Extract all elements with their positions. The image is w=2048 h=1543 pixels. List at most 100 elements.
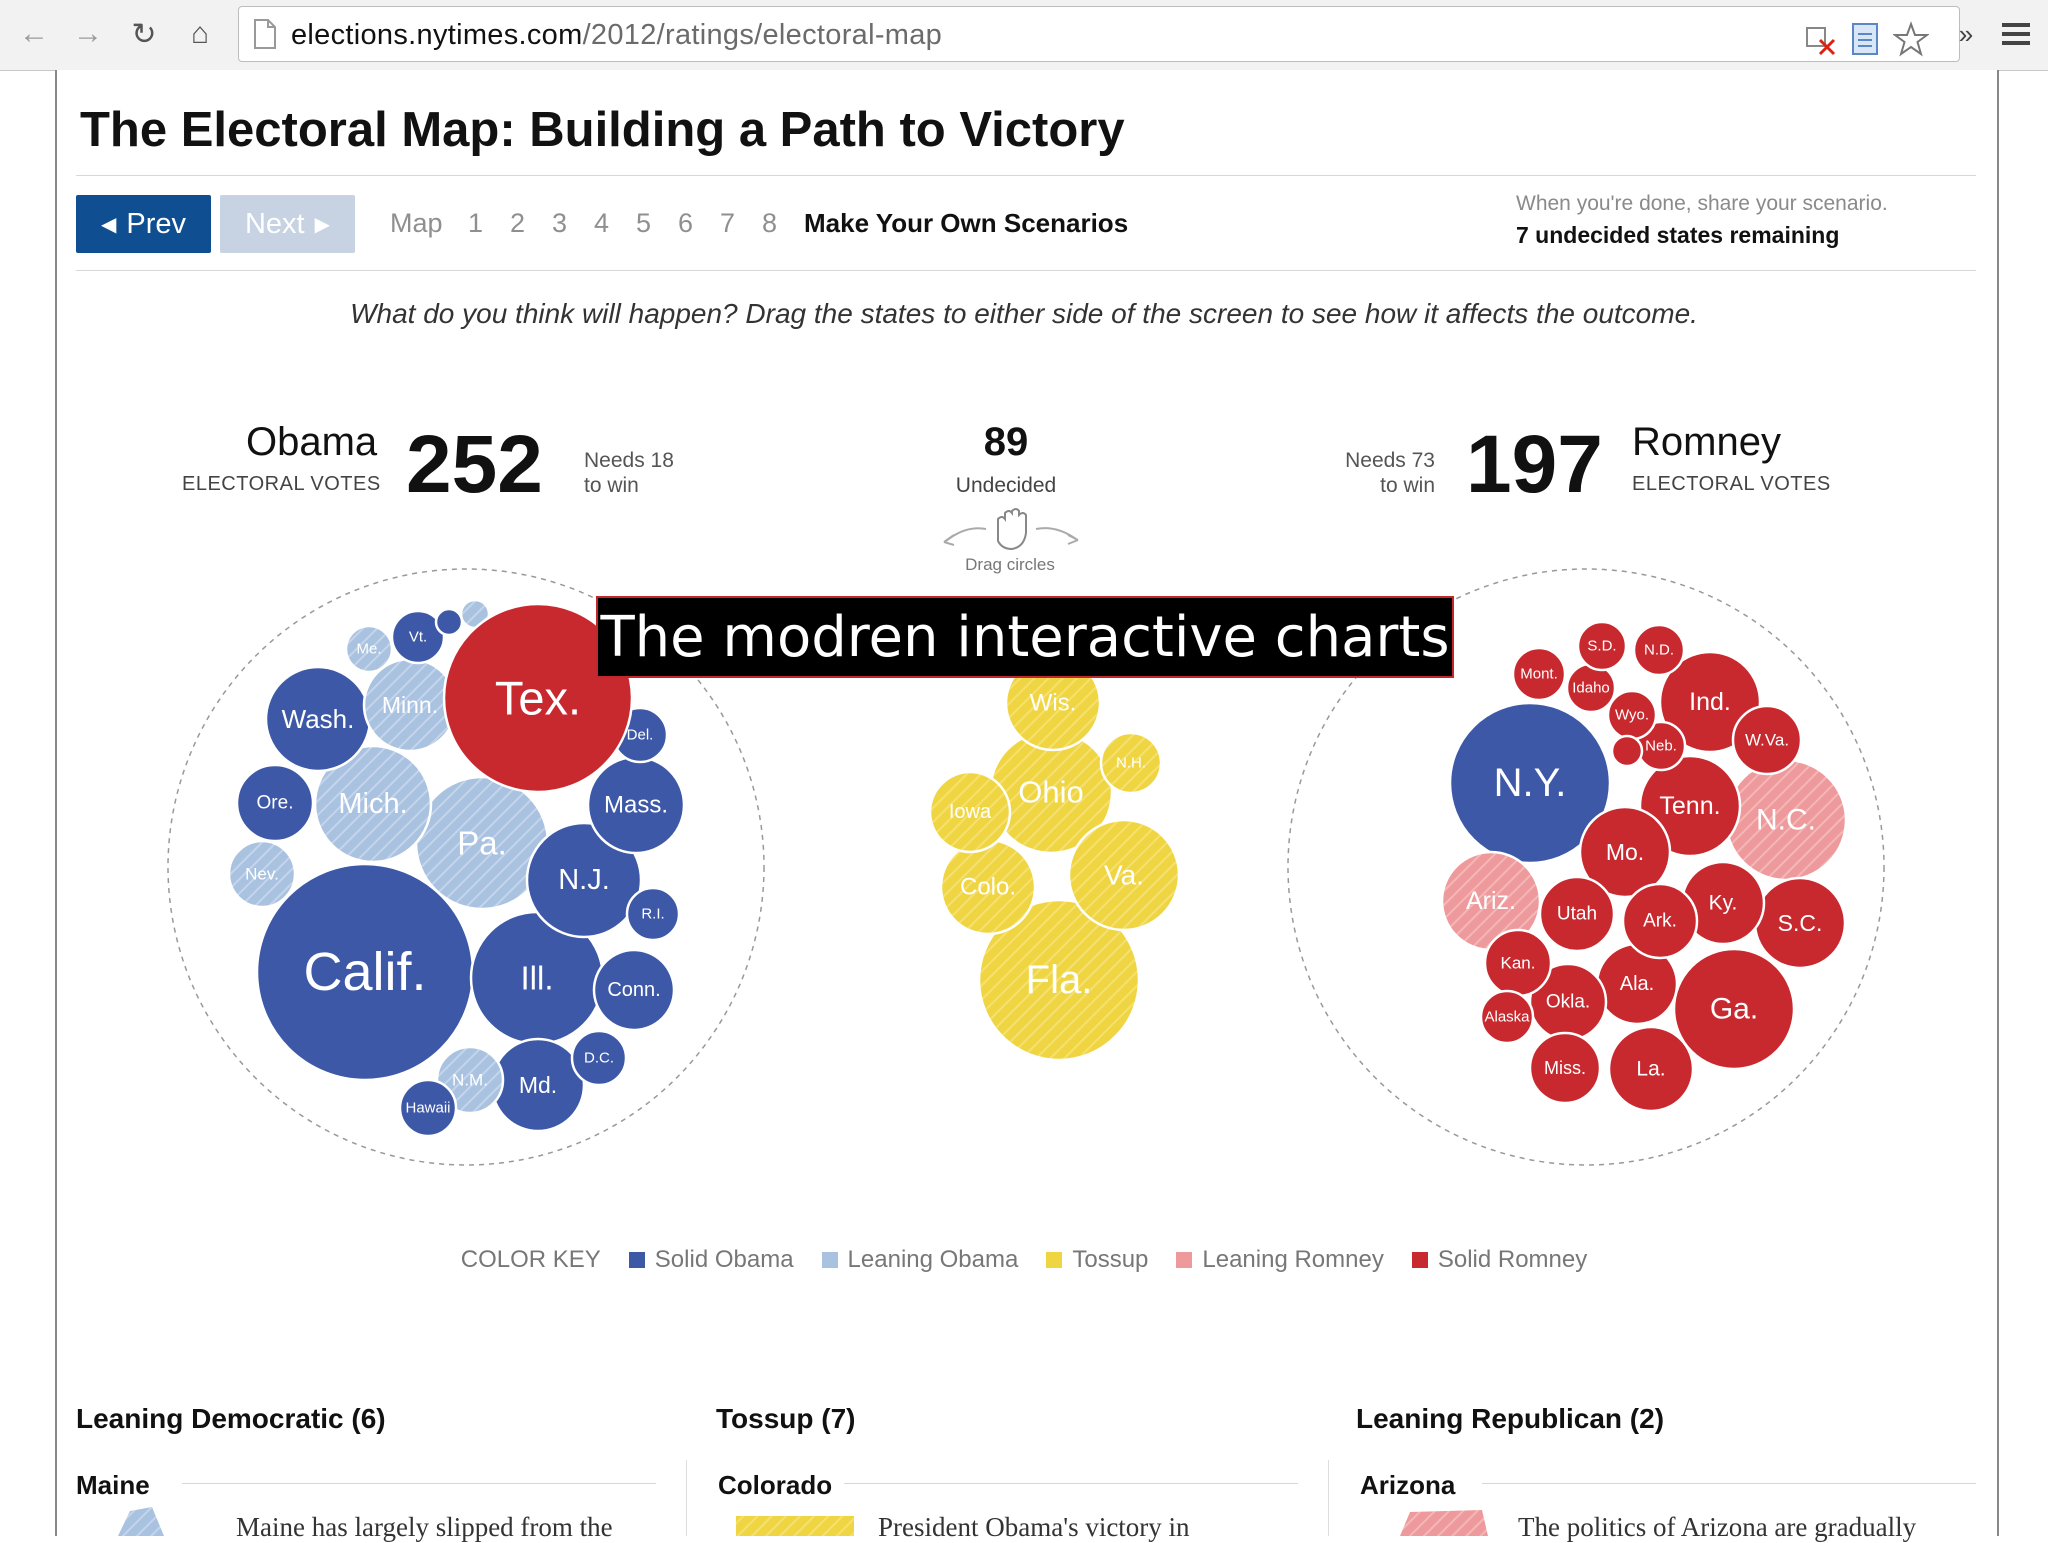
state-bubble[interactable]: D.C. <box>570 1029 628 1087</box>
bubble-label: D.C. <box>584 1050 614 1067</box>
bubble-label: Tenn. <box>1659 792 1720 820</box>
step-2[interactable]: 2 <box>510 208 526 238</box>
state-bubble[interactable]: Calif. <box>255 862 475 1082</box>
bubble-circle <box>1511 646 1567 702</box>
state-bubble[interactable]: Utah <box>1538 875 1616 953</box>
state-heading-colorado[interactable]: Colorado <box>718 1470 833 1500</box>
state-bubble[interactable] <box>1610 734 1644 768</box>
state-bubble[interactable]: Wyo. <box>1606 689 1658 741</box>
blocked-plugin-icon[interactable] <box>1803 21 1839 57</box>
bubble-label: Ga. <box>1710 993 1758 1026</box>
state-bubble[interactable]: W.Va. <box>1731 704 1803 776</box>
make-own-scenarios-link[interactable]: Make Your Own Scenarios <box>804 208 1129 238</box>
bubble-label: Del. <box>627 727 654 744</box>
key-solid-obama: Solid Obama <box>628 1246 794 1274</box>
bubble-label: Colo. <box>960 874 1016 901</box>
state-bubble[interactable]: La. <box>1607 1025 1695 1113</box>
state-bubble[interactable]: Vt. <box>390 609 446 665</box>
state-bubble[interactable]: Iowa <box>928 770 1012 854</box>
menu-icon[interactable] <box>1998 16 2034 52</box>
state-bubble[interactable]: N.C. <box>1724 758 1848 882</box>
state-bubble[interactable]: Nev. <box>227 839 297 909</box>
back-icon[interactable]: ← <box>19 17 49 50</box>
state-bubble[interactable]: Okla. <box>1528 962 1608 1042</box>
state-bubble[interactable]: Kan. <box>1483 928 1553 998</box>
step-7[interactable]: 7 <box>720 208 736 238</box>
state-bubble[interactable]: N.Y. <box>1448 701 1612 865</box>
state-rule <box>1482 1483 1976 1484</box>
bubble-circle <box>227 839 297 909</box>
state-bubble[interactable]: N.J. <box>525 821 643 939</box>
key-leaning-obama: Leaning Obama <box>821 1246 1018 1274</box>
state-bubble[interactable]: Fla. <box>977 898 1141 1062</box>
state-bubble[interactable]: Ala. <box>1595 942 1679 1026</box>
state-bubble[interactable]: Minn. <box>362 657 458 753</box>
step-5[interactable]: 5 <box>636 208 652 238</box>
state-bubble[interactable]: Idaho <box>1565 662 1617 714</box>
state-bubble[interactable]: Ark. <box>1621 882 1699 960</box>
state-bubble[interactable]: Ky. <box>1680 860 1766 946</box>
state-bubble[interactable]: Miss. <box>1528 1031 1602 1105</box>
state-bubble[interactable]: Tex. <box>442 602 634 794</box>
romney-cluster-outline <box>1287 568 1885 1166</box>
forward-icon[interactable]: → <box>73 17 103 50</box>
state-bubble[interactable]: Va. <box>1067 818 1181 932</box>
step-4[interactable]: 4 <box>594 208 610 238</box>
state-bubble[interactable]: Pa. <box>414 775 550 911</box>
state-bubble[interactable]: Wash. <box>264 665 372 773</box>
state-bubble[interactable]: R.I. <box>625 886 681 942</box>
step-1[interactable]: 1 <box>468 208 484 238</box>
bubble-circle <box>1099 731 1163 795</box>
state-bubble[interactable]: Ga. <box>1672 947 1796 1071</box>
address-bar[interactable]: elections.nytimes.com/2012/ratings/elect… <box>238 6 1960 62</box>
prev-button[interactable]: ◀ Prev <box>76 195 211 253</box>
step-3[interactable]: 3 <box>552 208 568 238</box>
state-bubble[interactable]: S.D. <box>1576 620 1628 672</box>
state-bubble[interactable]: Conn. <box>592 948 676 1032</box>
arizona-thumbnail <box>1400 1510 1488 1536</box>
state-bubble[interactable]: Mont. <box>1511 646 1567 702</box>
step-8[interactable]: 8 <box>762 208 778 238</box>
maine-summary: Maine has largely slipped from the <box>236 1512 613 1542</box>
state-heading-arizona[interactable]: Arizona <box>1360 1470 1456 1500</box>
drag-hand-icon <box>943 508 1079 551</box>
state-bubble[interactable]: Mo. <box>1578 805 1672 899</box>
bubble-label: Idaho <box>1572 680 1610 697</box>
bookmark-star-icon[interactable] <box>1893 21 1929 57</box>
state-bubble[interactable]: N.D. <box>1632 623 1686 677</box>
color-key: COLOR KEY Solid Obama Leaning Obama Toss… <box>0 1246 2048 1274</box>
step-map[interactable]: Map <box>390 208 443 238</box>
state-bubble[interactable]: Mich. <box>313 744 433 864</box>
step-6[interactable]: 6 <box>678 208 694 238</box>
home-icon[interactable]: ⌂ <box>190 17 210 50</box>
state-bubble[interactable]: Ohio <box>988 729 1114 855</box>
obama-needs-line1: Needs 18 <box>584 449 674 472</box>
state-bubble[interactable]: N.H. <box>1099 731 1163 795</box>
state-bubble[interactable]: Neb. <box>1635 720 1687 772</box>
state-heading-maine[interactable]: Maine <box>76 1470 150 1500</box>
state-bubble[interactable]: Me. <box>344 624 394 674</box>
state-bubble[interactable]: Ariz. <box>1440 850 1542 952</box>
reload-icon[interactable]: ↻ <box>131 17 157 51</box>
state-bubble[interactable]: Hawaii <box>398 1078 458 1138</box>
key-label: Solid Obama <box>654 1246 794 1273</box>
state-bubble[interactable]: S.C. <box>1753 876 1847 970</box>
bubble-circle <box>390 609 446 665</box>
state-bubble[interactable] <box>434 607 464 637</box>
undecided-remaining: 7 undecided states remaining <box>1516 222 1840 248</box>
state-bubble[interactable]: Mass. <box>586 755 686 855</box>
state-bubble[interactable]: Md. <box>490 1037 586 1133</box>
next-button[interactable]: Next ▶ <box>220 195 355 253</box>
state-bubble[interactable]: Colo. <box>939 838 1037 936</box>
page-title: The Electoral Map: Building a Path to Vi… <box>80 103 1125 157</box>
romney-needs: Needs 73 to win <box>1330 448 1435 498</box>
romney-sub: ELECTORAL VOTES <box>1632 473 1831 495</box>
bubble-circle <box>313 744 433 864</box>
state-bubble[interactable]: Ore. <box>235 763 315 843</box>
romney-needs-line1: Needs 73 <box>1345 449 1435 472</box>
extensions-overflow-button[interactable]: » <box>1958 18 1974 49</box>
state-bubble[interactable]: Wis. <box>1004 654 1102 752</box>
state-bubble[interactable]: Alaska <box>1479 989 1535 1045</box>
column-divider <box>1328 1460 1329 1536</box>
reader-icon[interactable] <box>1847 21 1883 57</box>
